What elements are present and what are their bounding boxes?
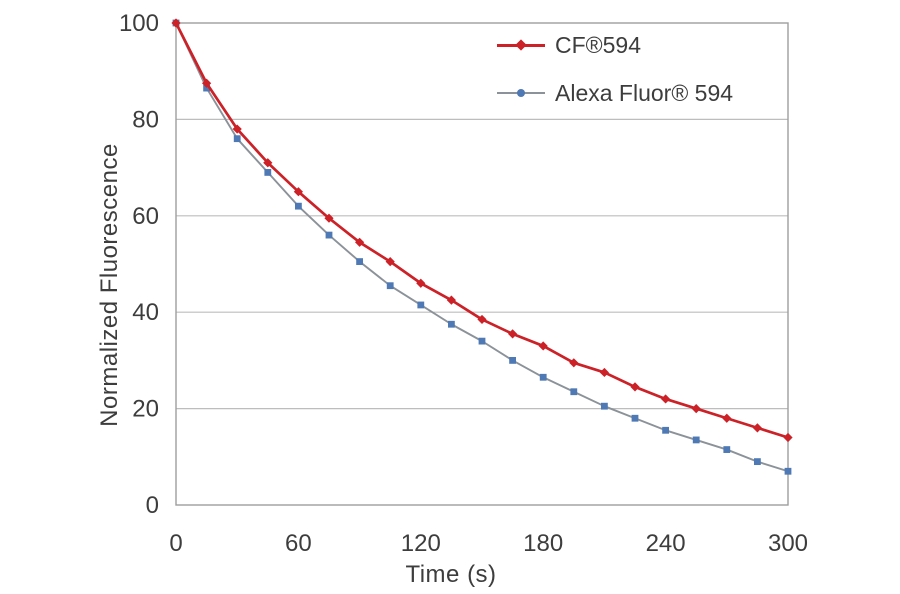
x-tick-label-60: 60 <box>285 530 312 557</box>
y-axis-title: Normalized Fluorescence <box>96 143 123 427</box>
cf594-marker <box>171 18 181 28</box>
alexa-fluor-594-marker <box>784 467 792 475</box>
x-tick-label-120: 120 <box>401 530 441 557</box>
alexa-fluor-594-marker <box>723 446 731 453</box>
y-tick-label-100: 100 <box>119 10 159 37</box>
cf594-marker <box>661 394 671 404</box>
alexa-fluor-594-line-sample <box>497 85 545 101</box>
cf594-marker <box>691 404 701 414</box>
alexa-fluor-594-marker <box>478 337 486 345</box>
cf594-marker <box>630 382 640 392</box>
legend-item-alexa-fluor-594: Alexa Fluor® 594 <box>497 77 733 109</box>
cf594-marker <box>446 295 456 305</box>
y-tick-label-80: 80 <box>132 106 159 133</box>
cf594-marker <box>508 329 518 339</box>
alexa-fluor-594-marker <box>295 202 302 210</box>
cf594-marker <box>538 341 548 351</box>
cf594-marker <box>783 432 793 443</box>
x-tick-label-180: 180 <box>523 530 563 557</box>
x-tick-label-0: 0 <box>169 530 182 557</box>
cf594-marker <box>752 423 762 433</box>
y-tick-label-60: 60 <box>132 203 159 230</box>
alexa-fluor-594-marker <box>509 357 516 364</box>
legend-label-alexa-fluor-594: Alexa Fluor® 594 <box>555 79 734 106</box>
legend-label-cf594: CF®594 <box>555 31 641 58</box>
alexa-fluor-594-marker <box>692 436 700 444</box>
alexa-fluor-594-marker <box>662 426 669 434</box>
cf594-marker <box>722 413 732 423</box>
y-tick-label-40: 40 <box>132 299 159 326</box>
y-tick-label-0: 0 <box>146 492 159 519</box>
alexa-fluor-594-marker <box>631 414 639 422</box>
cf594-marker <box>599 367 609 378</box>
cf594-marker <box>416 278 426 288</box>
alexa-fluor-594-marker <box>264 169 272 176</box>
alexa-fluor-594-marker <box>203 84 210 92</box>
cf594-diamond-marker-icon <box>515 39 527 51</box>
cf594-marker <box>385 256 395 267</box>
alexa-fluor-594-marker <box>233 135 241 143</box>
y-tick-label-20: 20 <box>132 396 159 423</box>
alexa-fluor-594-marker <box>754 458 761 466</box>
cf594-marker <box>355 237 365 247</box>
x-tick-label-240: 240 <box>646 530 686 557</box>
alexa-fluor-594-dot-marker-icon <box>517 89 525 97</box>
x-axis-title: Time (s) <box>405 561 497 588</box>
alexa-fluor-594-marker <box>448 320 455 328</box>
cf594-marker <box>293 187 303 197</box>
plot-border <box>175 22 789 506</box>
cf594-marker <box>324 213 334 223</box>
alexa-fluor-594-marker <box>601 402 608 410</box>
alexa-fluor-594-marker <box>539 373 547 381</box>
alexa-fluor-594-marker <box>325 231 333 239</box>
alexa-fluor-594-marker <box>386 282 394 290</box>
cf594-marker <box>569 358 579 368</box>
cf594-marker <box>202 78 212 88</box>
alexa-fluor-594-marker <box>570 388 578 396</box>
x-tick-label-300: 300 <box>768 530 808 557</box>
alexa-fluor-594-marker <box>356 258 363 265</box>
alexa-fluor-594-marker <box>417 301 425 309</box>
cf594-marker <box>232 124 242 134</box>
cf594-line-sample <box>497 37 545 53</box>
legend-item-cf594: CF®594 <box>497 29 733 61</box>
legend: CF®594 Alexa Fluor® 594 <box>497 29 733 125</box>
cf594-marker <box>263 158 273 168</box>
cf594-marker <box>477 314 487 325</box>
